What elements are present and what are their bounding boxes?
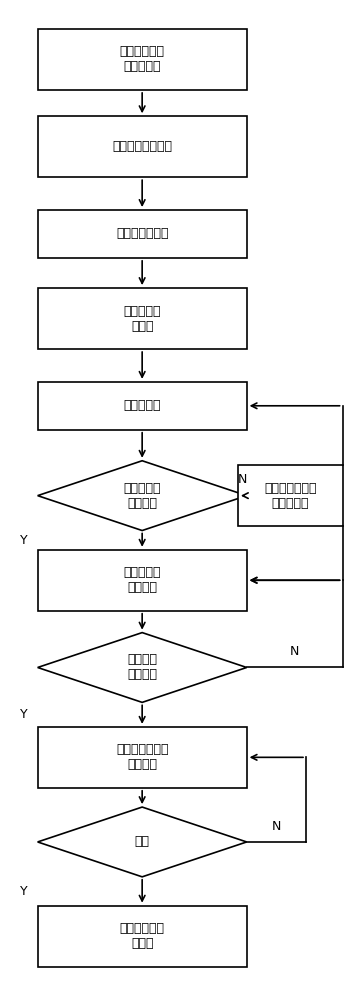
Text: 利用梯度下降法
训练网络: 利用梯度下降法 训练网络 <box>116 743 169 771</box>
Polygon shape <box>38 807 247 877</box>
Text: 调整隐节点
相关参数: 调整隐节点 相关参数 <box>124 566 161 594</box>
Bar <box>38 210 247 258</box>
Text: 确定主要变量
和辅助变量: 确定主要变量 和辅助变量 <box>120 45 165 73</box>
Text: 增加隐节点并设
定相关参数: 增加隐节点并设 定相关参数 <box>264 482 316 510</box>
Text: 初始化神经网络: 初始化神经网络 <box>116 227 169 240</box>
Bar <box>38 727 247 788</box>
Text: N: N <box>290 645 299 658</box>
Text: Y: Y <box>20 534 28 547</box>
Text: 对测试样本进
行预测: 对测试样本进 行预测 <box>120 922 165 950</box>
Text: 相似度大于
警戞参数: 相似度大于 警戞参数 <box>124 482 161 510</box>
Text: Y: Y <box>20 708 28 721</box>
Bar <box>38 382 247 430</box>
Bar <box>238 465 343 526</box>
Text: N: N <box>238 473 247 486</box>
Bar <box>38 116 247 177</box>
Bar <box>38 288 247 349</box>
Text: 计算相似度: 计算相似度 <box>124 399 161 412</box>
Bar <box>38 29 247 90</box>
Text: 配置第一个
隐节点: 配置第一个 隐节点 <box>124 305 161 333</box>
Bar <box>38 550 247 611</box>
Text: N: N <box>272 820 281 833</box>
Polygon shape <box>38 633 247 702</box>
Text: 训练样本
分类完成: 训练样本 分类完成 <box>127 653 157 681</box>
Text: Y: Y <box>20 885 28 898</box>
Text: 停止: 停止 <box>135 835 150 848</box>
Text: 对数据进行预处理: 对数据进行预处理 <box>112 140 172 153</box>
Polygon shape <box>38 461 247 531</box>
Bar <box>38 906 247 967</box>
